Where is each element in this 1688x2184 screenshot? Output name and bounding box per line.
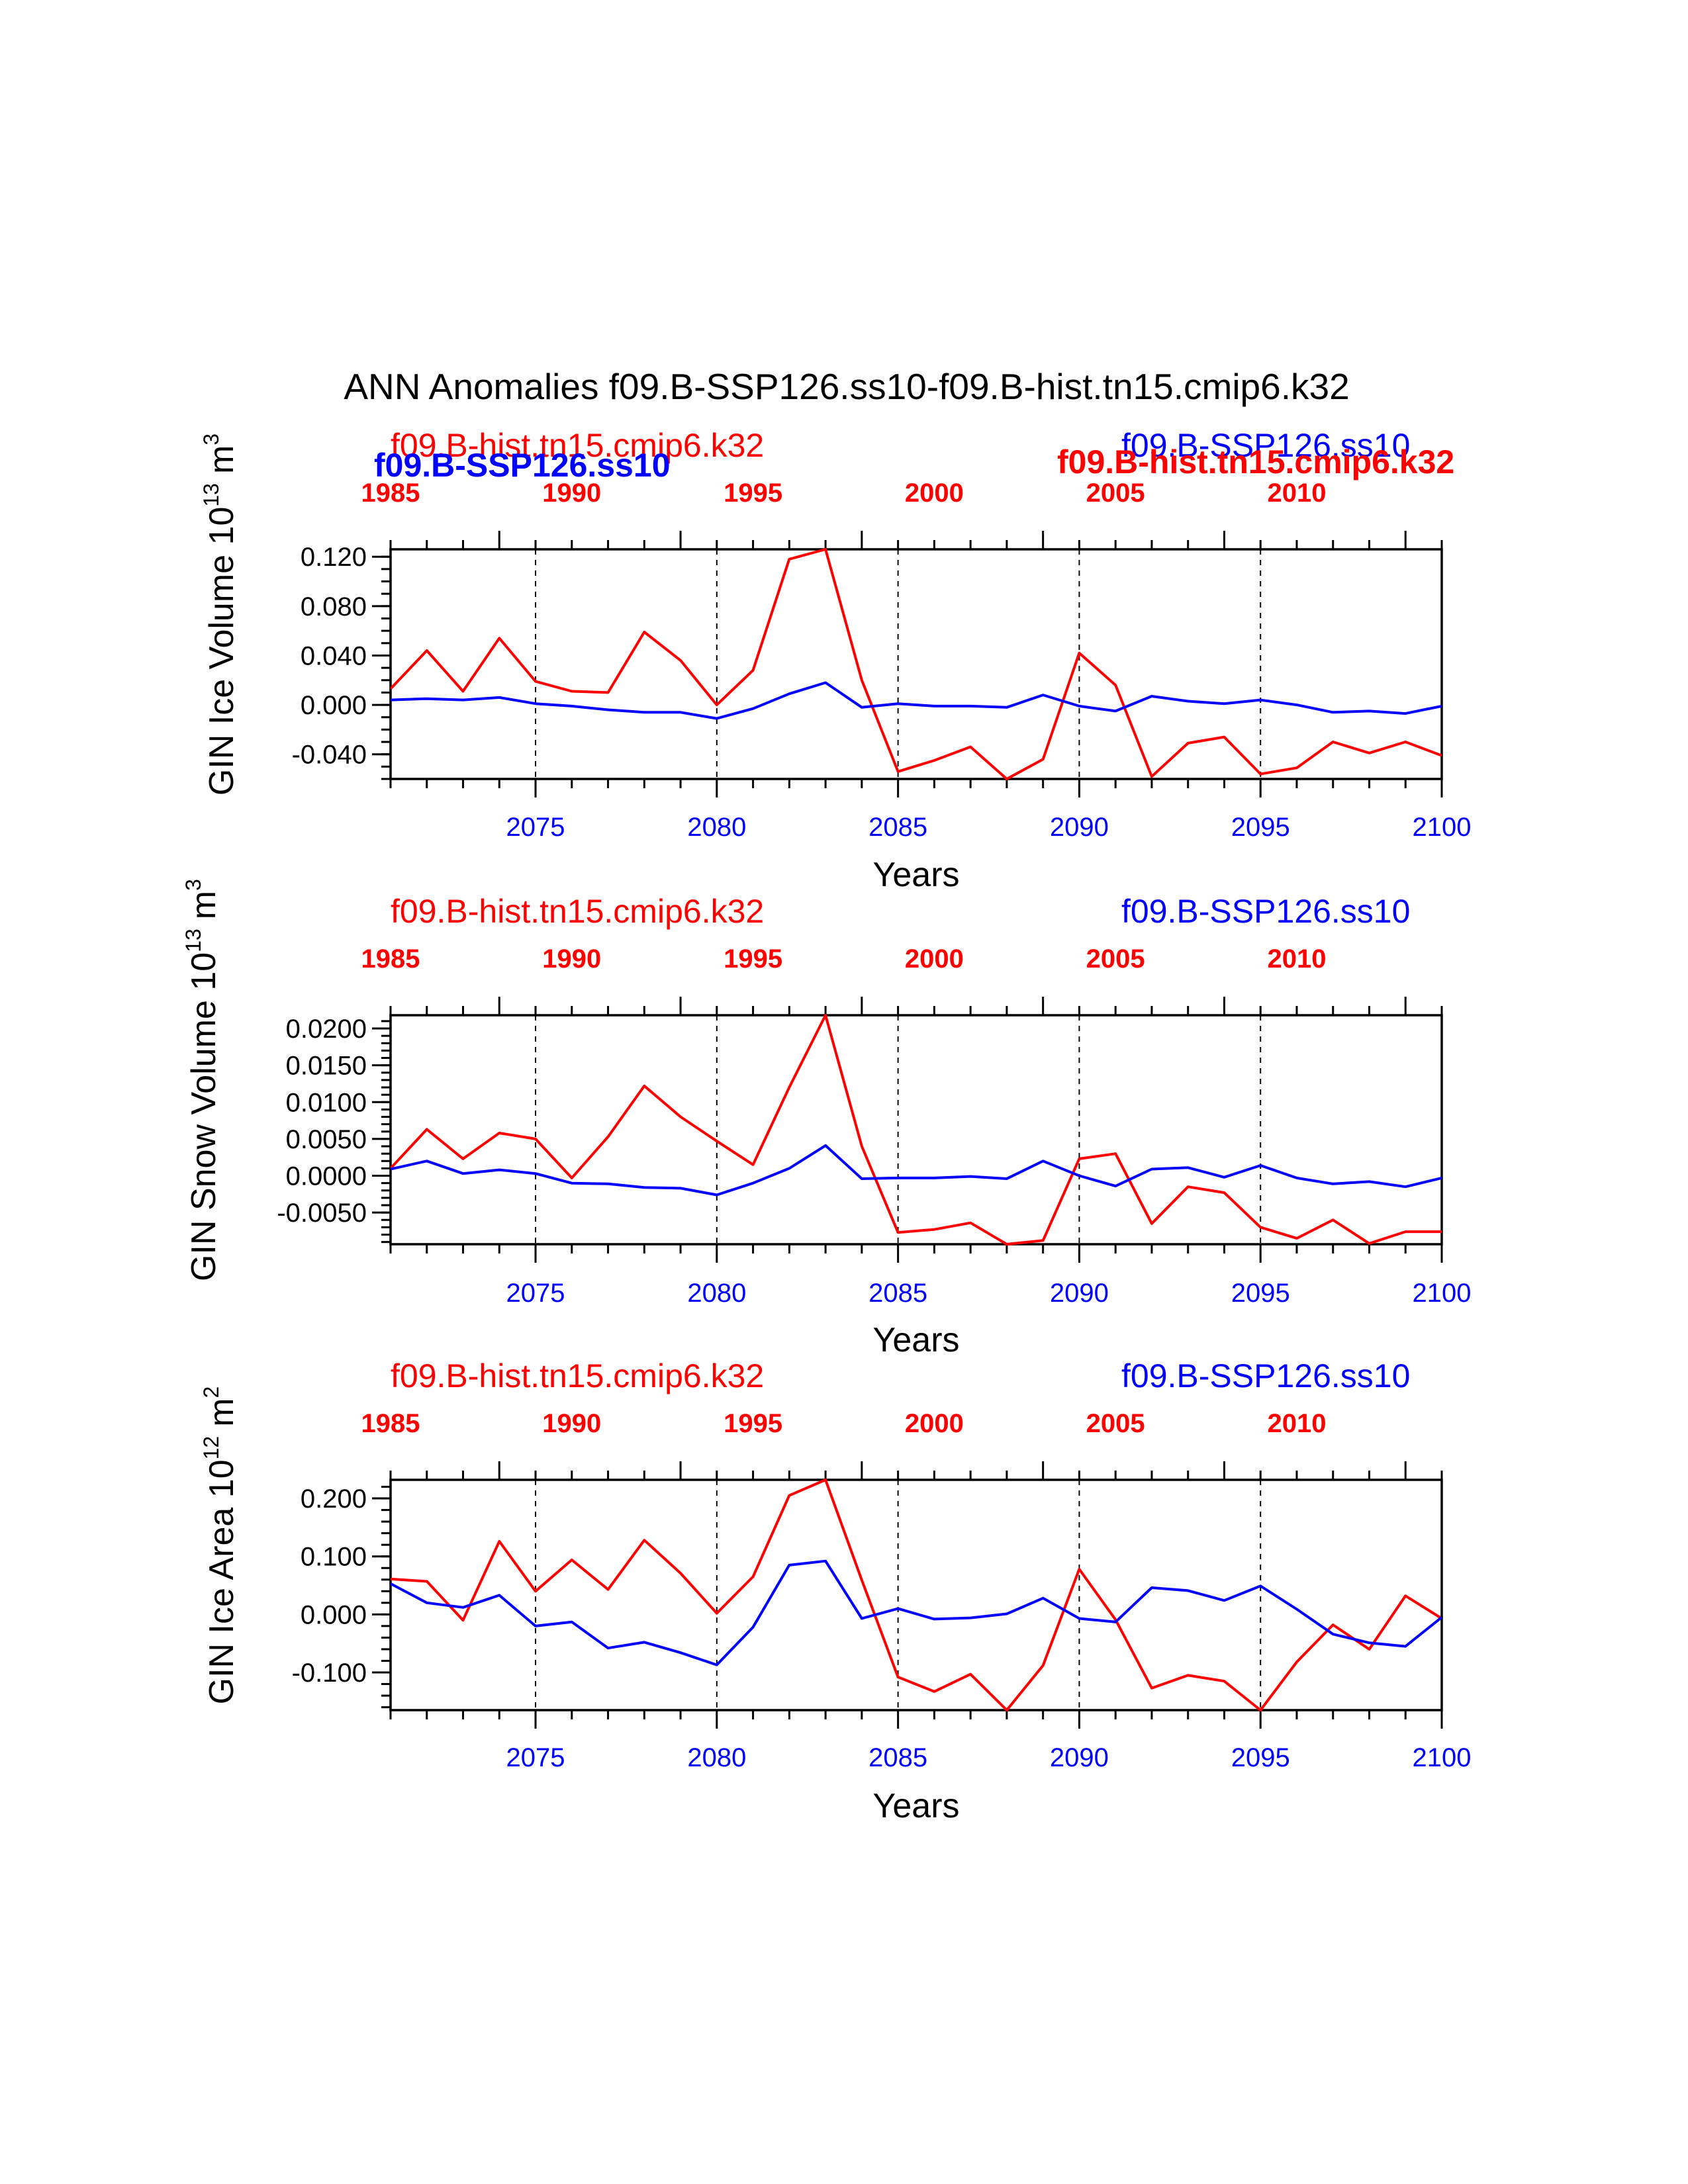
x-tick-label: 2100 <box>1413 1743 1472 1772</box>
y-axis-label-unit: m <box>203 445 241 474</box>
top-x-tick-label: 2005 <box>1086 1409 1145 1438</box>
y-axis-label: GIN Ice Volume 1013 m3 <box>199 433 241 796</box>
series-title-hist: f09.B-hist.tn15.cmip6.k32 <box>391 893 764 930</box>
series-title-ssp: f09.B-SSP126.ss10 <box>1121 893 1410 930</box>
y-tick-label: 0.200 <box>301 1484 367 1514</box>
series-title-ssp: f09.B-SSP126.ss10 <box>1121 427 1410 464</box>
figure-title: ANN Anomalies f09.B-SSP126.ss10-f09.B-hi… <box>344 366 1349 407</box>
panel-ice-area: 2075 2080 2085 2090 2095 2100 1985 1990 1995 2000… <box>199 1357 1471 1825</box>
panels: 2075 2080 2085 2090 2095 2100 1985 1990 1995 2000… <box>181 427 1471 1825</box>
x-tick-label: 2095 <box>1231 1743 1290 1772</box>
y-axis-label-text: GIN Ice Volume 10 <box>203 507 241 796</box>
y-axis-label-exponent: 13 <box>181 929 205 952</box>
series-title-ssp: f09.B-SSP126.ss10 <box>1121 1357 1410 1394</box>
top-x-tick-label: 2000 <box>905 1409 964 1438</box>
x-tick-label: 2090 <box>1050 813 1109 842</box>
y-axis-label-exponent: 12 <box>199 1436 223 1460</box>
x-axis-label: Years <box>872 856 959 894</box>
x-tick-label: 2090 <box>1050 1279 1109 1308</box>
x-tick-label: 2100 <box>1413 1279 1472 1308</box>
top-x-tick-label: 2010 <box>1267 944 1326 974</box>
x-axis-label: Years <box>872 1321 959 1359</box>
panel-ice-volume: 2075 2080 2085 2090 2095 2100 1985 1990 1995 2000… <box>199 427 1471 894</box>
y-axis-label-text: GIN Snow Volume 10 <box>185 952 223 1281</box>
plot-frame <box>389 1479 1443 1711</box>
y-axis-label-unit: m <box>203 1398 241 1426</box>
x-tick-label: 2100 <box>1413 813 1472 842</box>
overlap-label-hist-bold: f09.B-hist.tn15.cmip6.k32 <box>1057 443 1454 480</box>
y-axis-label-unit: m <box>185 891 223 919</box>
y-tick-label: 0.080 <box>301 592 367 621</box>
y-tick-label: 0.0150 <box>286 1052 367 1081</box>
x-tick-label: 2095 <box>1231 813 1290 842</box>
x-tick-label: 2075 <box>506 813 565 842</box>
y-axis-label: GIN Ice Area 1012 m2 <box>199 1387 241 1705</box>
y-tick-label: 0.0200 <box>286 1015 367 1044</box>
y-tick-label: 0.040 <box>301 641 367 670</box>
panel-snow-volume: 2075 2080 2085 2090 2095 2100 1985 1990 1995 2000… <box>181 879 1471 1359</box>
y-axis-label-exponent: 13 <box>199 483 223 507</box>
y-tick-label: -0.100 <box>292 1659 367 1688</box>
y-tick-label: 0.0100 <box>286 1088 367 1117</box>
top-x-tick-label: 2000 <box>905 478 964 508</box>
series-line-ssp <box>391 1559 1442 1666</box>
overlap-label-ssp-bold: f09.B-SSP126.ss10 <box>374 447 671 484</box>
y-tick-label: 0.0000 <box>286 1162 367 1191</box>
top-x-tick-label: 1990 <box>542 944 601 974</box>
y-tick-label: 0.0050 <box>286 1125 367 1154</box>
x-axis-label: Years <box>872 1787 959 1825</box>
top-x-tick-label: 2005 <box>1086 944 1145 974</box>
y-tick-label: 0.000 <box>301 1600 367 1629</box>
top-x-tick-label: 1990 <box>542 478 601 508</box>
x-tick-label: 2080 <box>687 813 746 842</box>
series-line-hist <box>391 1014 1442 1246</box>
top-x-tick-label: 1995 <box>724 944 782 974</box>
series-line-hist <box>391 548 1442 780</box>
top-x-tick-label: 1985 <box>361 478 420 508</box>
top-x-tick-label: 2010 <box>1267 478 1326 508</box>
y-axis-label: GIN Snow Volume 1013 m3 <box>181 879 223 1281</box>
top-x-tick-label: 2010 <box>1267 1409 1326 1438</box>
series-title-hist: f09.B-hist.tn15.cmip6.k32 <box>391 427 764 464</box>
top-x-tick-label: 1985 <box>361 1409 420 1438</box>
series-line-ssp <box>391 1144 1442 1197</box>
x-tick-label: 2090 <box>1050 1743 1109 1772</box>
top-x-tick-label: 2005 <box>1086 478 1145 508</box>
top-x-tick-label: 1985 <box>361 944 420 974</box>
plot-frame <box>389 1014 1443 1246</box>
x-tick-label: 2080 <box>687 1743 746 1772</box>
top-x-tick-label: 2000 <box>905 944 964 974</box>
top-x-tick-label: 1995 <box>724 1409 782 1438</box>
series-title-hist: f09.B-hist.tn15.cmip6.k32 <box>391 1357 764 1394</box>
x-tick-label: 2085 <box>868 813 927 842</box>
x-tick-label: 2080 <box>687 1279 746 1308</box>
series-line-hist <box>391 1479 1442 1711</box>
plot-frame <box>389 548 1443 780</box>
y-axis-label-unit-exponent: 3 <box>181 879 205 891</box>
y-axis-label-text: GIN Ice Area 10 <box>203 1459 241 1704</box>
y-tick-label: -0.0050 <box>277 1199 367 1228</box>
series-line-ssp <box>391 681 1442 720</box>
x-tick-label: 2095 <box>1231 1279 1290 1308</box>
x-tick-label: 2075 <box>506 1743 565 1772</box>
y-tick-label: 0.100 <box>301 1543 367 1572</box>
y-tick-label: 0.000 <box>301 691 367 720</box>
x-tick-label: 2085 <box>868 1279 927 1308</box>
y-tick-label: 0.120 <box>301 543 367 572</box>
x-tick-label: 2085 <box>868 1743 927 1772</box>
y-tick-label: -0.040 <box>292 741 367 770</box>
top-x-tick-label: 1990 <box>542 1409 601 1438</box>
x-tick-label: 2075 <box>506 1279 565 1308</box>
top-x-tick-label: 1995 <box>724 478 782 508</box>
y-axis-label-unit-exponent: 3 <box>199 433 223 445</box>
y-axis-label-unit-exponent: 2 <box>199 1387 223 1398</box>
